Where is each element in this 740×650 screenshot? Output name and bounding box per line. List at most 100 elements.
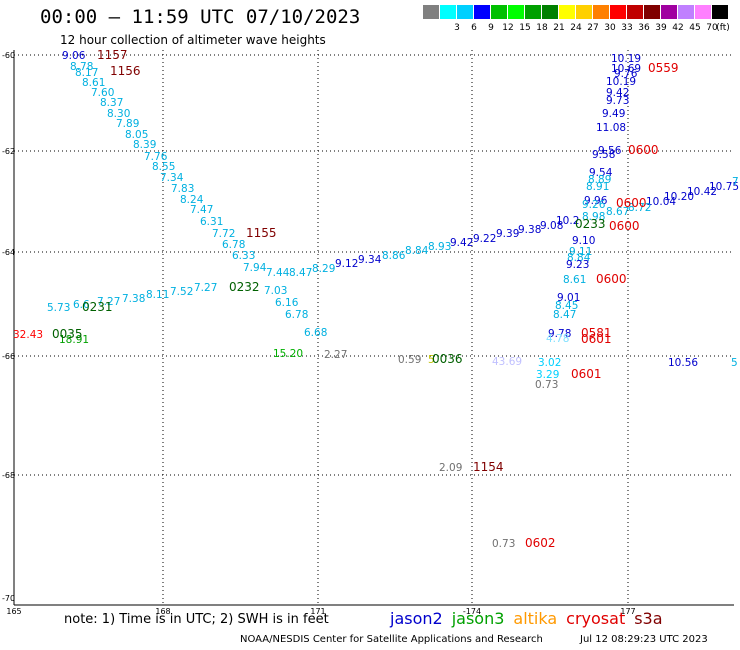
wave-height-value: 10.56 (668, 357, 698, 369)
wave-height-observations: 9.068.788.178.617.608.378.307.898.058.39… (13, 50, 739, 550)
wave-height-value: 7.83 (171, 183, 194, 195)
colorbar-tick-label: 21 (553, 23, 565, 33)
colorbar-swatch (712, 5, 729, 19)
pass-time-label: 0559 (648, 61, 679, 75)
wave-height-value: 8.98 (582, 211, 605, 223)
colorbar-swatch (474, 5, 491, 19)
wave-height-value: 11.08 (596, 122, 626, 134)
longitude-labels: 165 168 171 -174 177 (6, 607, 635, 616)
pass-time-stamps: 1157 1156 1155 0232 0231 0035 0036 0559 0600 0600… (52, 48, 679, 550)
longitude-label: -174 (463, 607, 481, 616)
colorbar-swatch (576, 5, 593, 19)
wave-height-value: 4.78 (546, 333, 569, 345)
wave-height-value: 43.69 (492, 356, 522, 368)
wave-height-value: 18.91 (59, 334, 89, 346)
footer-note: note: 1) Time is in UTC; 2) SWH is in fe… (64, 612, 329, 627)
legend-entry-s3a: s3a (634, 609, 663, 628)
colorbar-tick-label: 27 (587, 23, 599, 33)
wave-height-value: 9.01 (557, 292, 580, 304)
colorbar-tick-label: 30 (604, 23, 616, 33)
colorbar-swatch (440, 5, 457, 19)
colorbar-tick-label: 24 (570, 23, 582, 33)
wave-height-value: 8.55 (152, 161, 175, 173)
pass-time-label: 0233 (575, 217, 606, 231)
wave-height-value: 8.05 (125, 129, 148, 141)
wave-height-value: 9.78 (548, 328, 571, 340)
wave-height-value: 8.29 (312, 263, 335, 275)
wave-height-value: 8.47 (553, 309, 576, 321)
wave-height-value: 10.69 (611, 63, 641, 75)
wave-height-value: 8.91 (586, 181, 609, 193)
wave-height-value: 7.44 (266, 267, 290, 279)
pass-time-label: 0600 (616, 196, 647, 210)
wave-height-value: 10.04 (646, 196, 676, 208)
wave-height-value: 7.27 (97, 296, 120, 308)
pass-time-label: 0601 (571, 367, 602, 381)
wave-height-value: 7 (732, 176, 739, 188)
wave-height-value: 0.73 (492, 538, 515, 550)
colorbar-tick-label: 12 (502, 23, 514, 33)
wave-height-value: 5.73 (47, 302, 70, 314)
pass-time-label: 1154 (473, 460, 504, 474)
pass-time-label: 0036 (432, 352, 463, 366)
wave-height-value: 8.39 (133, 139, 156, 151)
longitude-label: 168 (155, 607, 170, 616)
colorbar-swatch (661, 5, 678, 19)
wave-height-value: 8.61 (563, 274, 586, 286)
colorbar-tick-label: 70 (706, 23, 718, 33)
longitude-label: 171 (310, 607, 325, 616)
wave-height-value: 7.94 (243, 262, 267, 274)
wave-height-value: 9.49 (602, 108, 625, 120)
page-title: 00:00 – 11:59 UTC 07/10/2023 (40, 6, 361, 28)
wave-height-value: 7.27 (194, 282, 217, 294)
latitude-label: -60 (2, 51, 15, 60)
legend-entry-altika: altika (513, 609, 558, 628)
latitude-label: -66 (2, 352, 15, 361)
colorbar-tick-label: 3 (454, 23, 460, 33)
wave-height-value: 8.72 (628, 202, 651, 214)
colorbar-tick-label: 42 (672, 23, 684, 33)
colorbar-swatch (610, 5, 627, 19)
wave-height-value: 0.73 (535, 379, 558, 391)
pass-time-label: 0600 (628, 143, 659, 157)
wave-height-value: 7.52 (170, 286, 193, 298)
colorbar-swatch (423, 5, 440, 19)
wave-height-value: 32.43 (13, 329, 43, 341)
wave-height-value: 6.16 (275, 297, 299, 309)
wave-height-value: 9.11 (569, 246, 592, 258)
wave-height-value: 2.09 (439, 462, 462, 474)
colorbar-swatch (627, 5, 644, 19)
pass-time-label: 0602 (525, 536, 556, 550)
wave-height-value: 5 (731, 357, 738, 369)
latitude-label: -62 (2, 147, 15, 156)
pass-time-label: 1155 (246, 226, 277, 240)
colorbar-swatch (678, 5, 695, 19)
latitude-label: -64 (2, 248, 15, 257)
colorbar-unit: (ft) (716, 23, 730, 33)
wave-height-value: 10.19 (611, 53, 641, 65)
legend-entry-jason2: jason2 (390, 609, 443, 628)
wave-height-value: 8.37 (100, 97, 123, 109)
colorbar-tick-label: 39 (655, 23, 667, 33)
colorbar-swatch (525, 5, 542, 19)
satellite-legend: jason2 jason3 altika cryosat s3a (390, 609, 672, 628)
wave-height-value: 6.68 (304, 327, 327, 339)
latitude-label: -68 (2, 471, 15, 480)
colorbar-swatch (457, 5, 474, 19)
wave-height-value: 8.86 (382, 250, 406, 262)
legend-entry-jason3: jason3 (451, 609, 505, 628)
colorbar-tick-label: 33 (621, 23, 633, 33)
wave-height-value: 9.10 (572, 235, 595, 247)
pass-time-label: 0600 (609, 219, 640, 233)
colorbar-swatch (542, 5, 559, 19)
wave-height-value: 8.93 (428, 241, 451, 253)
wave-height-value: 8.24 (180, 194, 204, 206)
wave-height-value: 9.23 (566, 259, 589, 271)
wave-height-value: 9.34 (358, 254, 382, 266)
wave-height-value: 2.27 (324, 349, 347, 361)
wave-height-value: 7.38 (122, 293, 145, 305)
wave-height-value: 9.58 (592, 149, 615, 161)
wave-height-value: 9.08 (540, 220, 563, 232)
map-frame (13, 50, 734, 606)
